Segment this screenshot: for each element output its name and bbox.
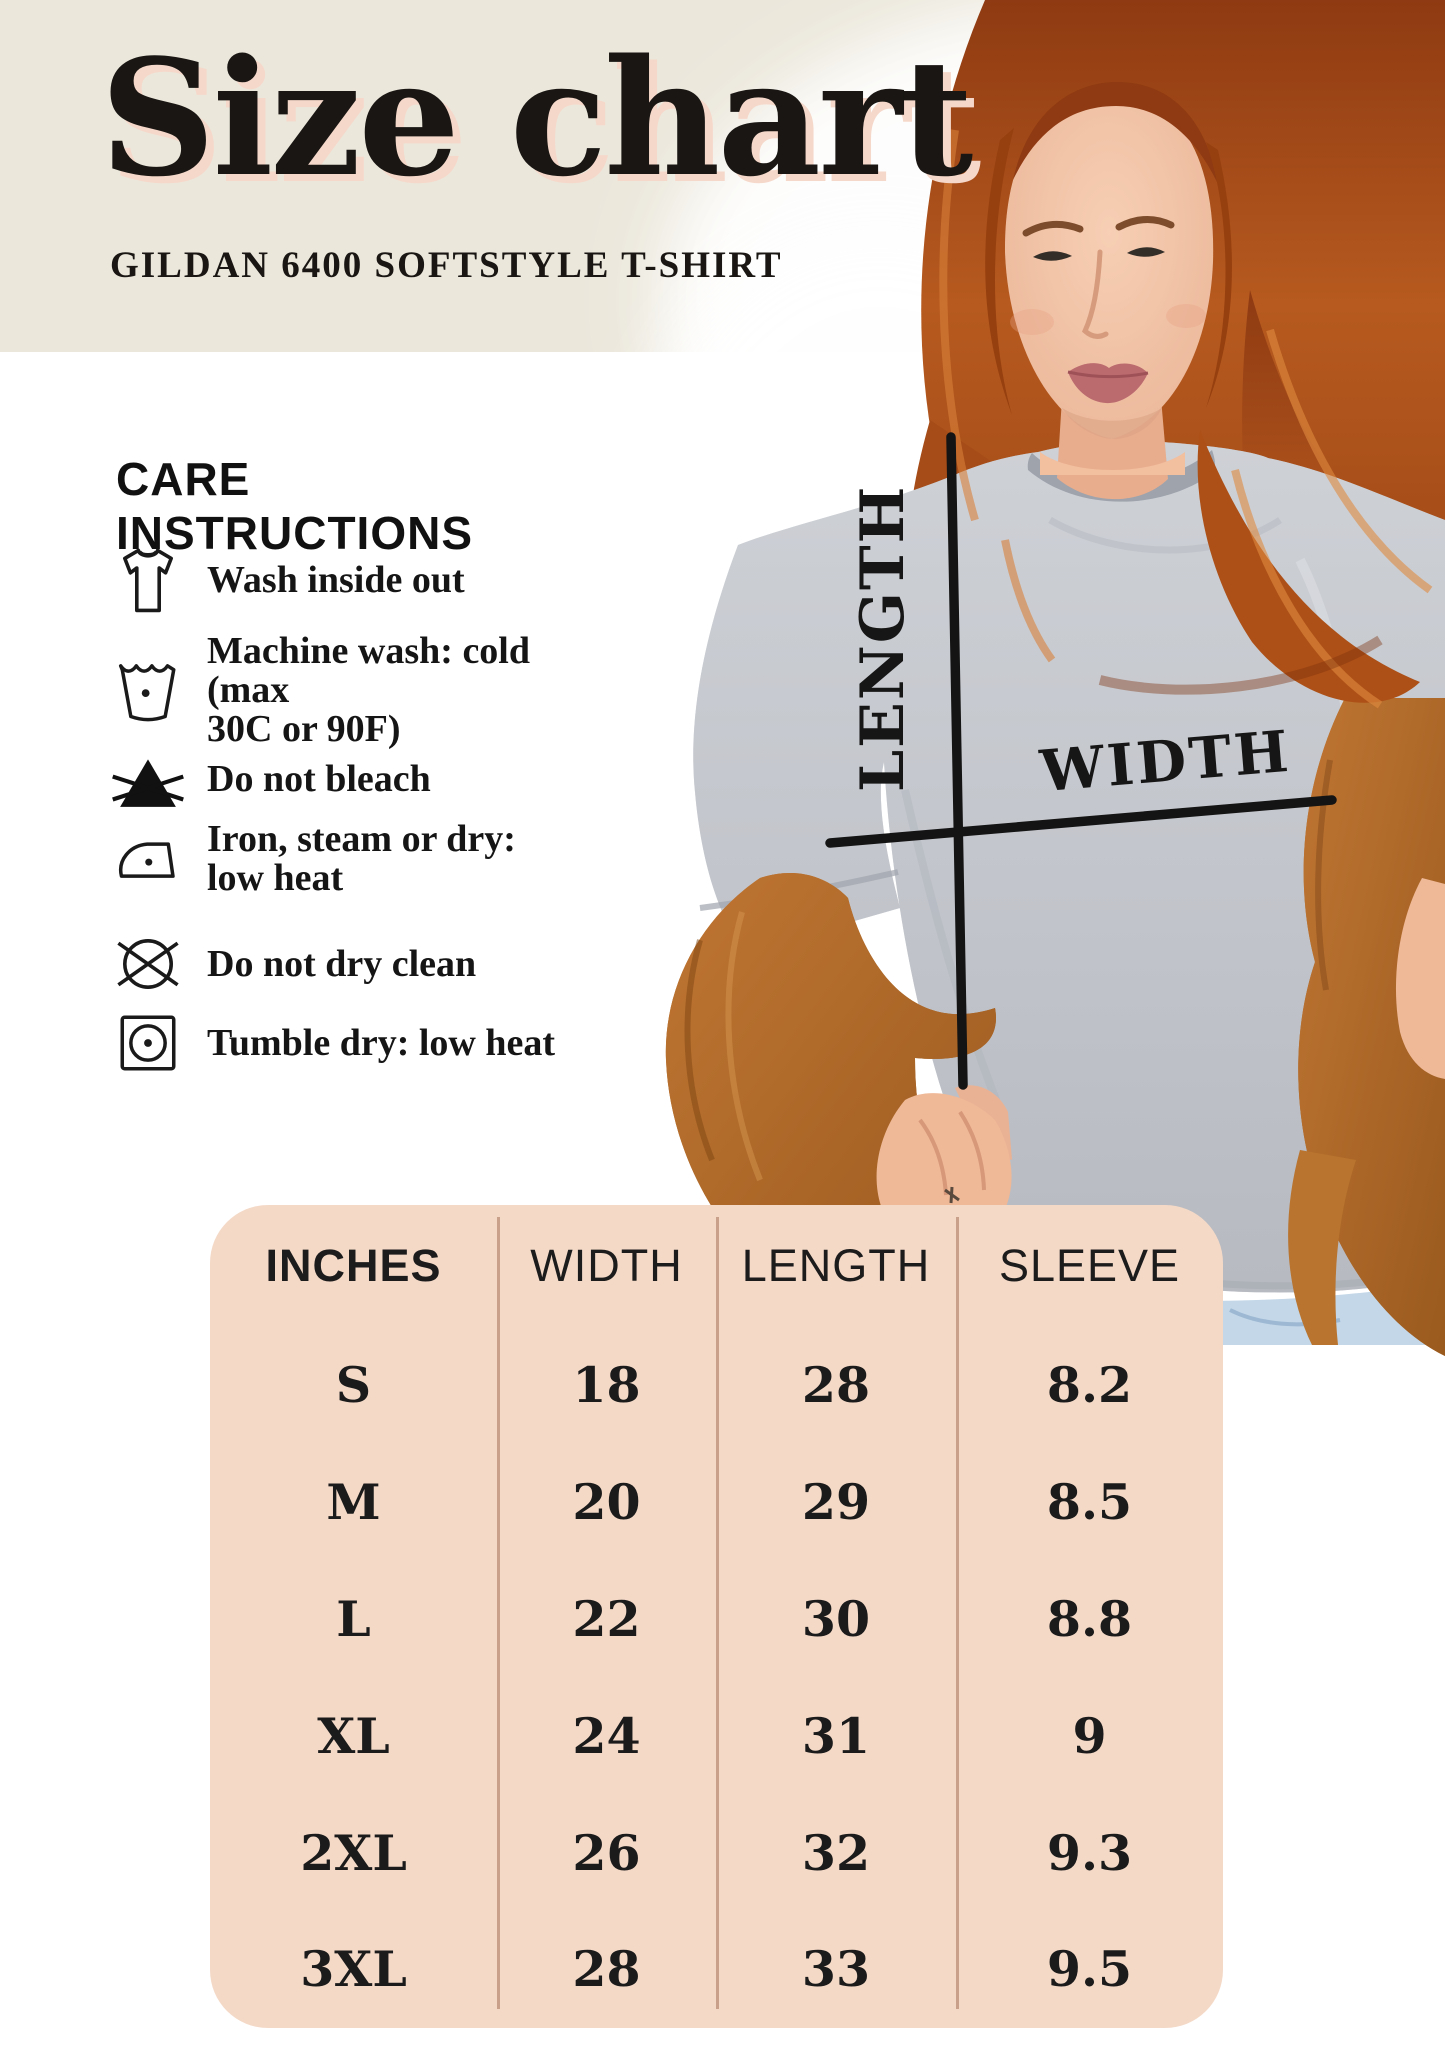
length-label: LENGTH bbox=[848, 485, 918, 792]
care-item-label: Iron, steam or dry: low heat bbox=[207, 818, 516, 899]
care-item-do-not-dry-clean: Do not dry clean bbox=[100, 924, 600, 1004]
sleeve-cell: 9.5 bbox=[1046, 1940, 1133, 1999]
care-item-label: Tumble dry: low heat bbox=[207, 1021, 556, 1064]
care-instructions-section: CARE INSTRUCTIONS Wash inside out Machin… bbox=[100, 452, 600, 1071]
size-cell: XL bbox=[317, 1706, 390, 1765]
width-cell: 18 bbox=[572, 1356, 641, 1415]
care-item-wash-inside-out: Wash inside out bbox=[100, 540, 600, 620]
page-title: Size chart bbox=[100, 24, 973, 212]
width-cell: 24 bbox=[572, 1706, 641, 1765]
care-item-label: Do not dry clean bbox=[207, 942, 477, 985]
page-subtitle: GILDAN 6400 SOFTSTYLE T-SHIRT bbox=[110, 245, 783, 286]
width-cell: 22 bbox=[572, 1589, 641, 1648]
care-item-label: Wash inside out bbox=[207, 558, 465, 601]
length-cell: 33 bbox=[801, 1940, 871, 1999]
table-divider bbox=[716, 1217, 719, 2009]
wash-tub-icon bbox=[100, 651, 195, 729]
care-item-tumble-dry: Tumble dry: low heat bbox=[100, 1004, 600, 1082]
sleeve-cell: 8.8 bbox=[1046, 1589, 1133, 1648]
table-divider bbox=[956, 1217, 959, 2009]
size-table: INCHES WIDTH LENGTH SLEEVE S 18 28 8.2 M… bbox=[210, 1205, 1223, 2028]
width-cell: 28 bbox=[572, 1940, 641, 1999]
column-header-sleeve: SLEEVE bbox=[998, 1240, 1181, 1291]
size-cell: 2XL bbox=[300, 1823, 407, 1882]
do-not-dry-clean-icon bbox=[100, 924, 195, 1004]
hair-front bbox=[939, 82, 1433, 709]
care-item-label: Do not bleach bbox=[207, 757, 431, 800]
care-heading: CARE INSTRUCTIONS bbox=[116, 453, 473, 559]
size-cell: L bbox=[336, 1589, 371, 1648]
care-item-iron-low: Iron, steam or dry: low heat bbox=[100, 820, 600, 898]
length-cell: 31 bbox=[801, 1706, 871, 1765]
eyes bbox=[1033, 251, 1072, 261]
column-header-length: LENGTH bbox=[741, 1240, 931, 1291]
column-header-inches: INCHES bbox=[265, 1240, 442, 1291]
sleeve-cell: 8.2 bbox=[1046, 1356, 1133, 1415]
right-hand bbox=[1395, 878, 1445, 1079]
sleeve-cell: 9 bbox=[1072, 1706, 1107, 1765]
tshirt-icon bbox=[100, 540, 195, 620]
size-cell: S bbox=[335, 1356, 372, 1415]
width-cell: 20 bbox=[572, 1473, 641, 1532]
finger-tattoo bbox=[944, 1186, 960, 1204]
care-item-do-not-bleach: Do not bleach bbox=[100, 738, 600, 820]
iron-icon bbox=[100, 820, 195, 898]
tumble-dry-icon bbox=[100, 1004, 195, 1082]
size-cell: M bbox=[326, 1473, 381, 1532]
sleeve-cell: 8.5 bbox=[1046, 1473, 1133, 1532]
lips bbox=[1068, 363, 1148, 404]
nose bbox=[1081, 249, 1109, 339]
width-line bbox=[825, 795, 1337, 848]
width-cell: 26 bbox=[572, 1823, 641, 1882]
care-item-machine-wash: Machine wash: cold (max 30C or 90F) bbox=[100, 632, 600, 748]
sleeve-cell: 9.3 bbox=[1046, 1823, 1133, 1882]
length-cell: 32 bbox=[801, 1823, 871, 1882]
eyebrows bbox=[1022, 220, 1084, 237]
face bbox=[1004, 94, 1214, 500]
length-cell: 30 bbox=[801, 1589, 871, 1648]
column-header-width: WIDTH bbox=[530, 1240, 683, 1291]
length-line bbox=[946, 432, 968, 1090]
length-cell: 28 bbox=[801, 1356, 871, 1415]
length-cell: 29 bbox=[801, 1473, 871, 1532]
do-not-bleach-icon bbox=[100, 738, 195, 820]
care-item-label: Machine wash: cold (max 30C or 90F) bbox=[207, 630, 530, 750]
table-divider bbox=[497, 1217, 500, 2009]
size-cell: 3XL bbox=[300, 1940, 407, 1999]
